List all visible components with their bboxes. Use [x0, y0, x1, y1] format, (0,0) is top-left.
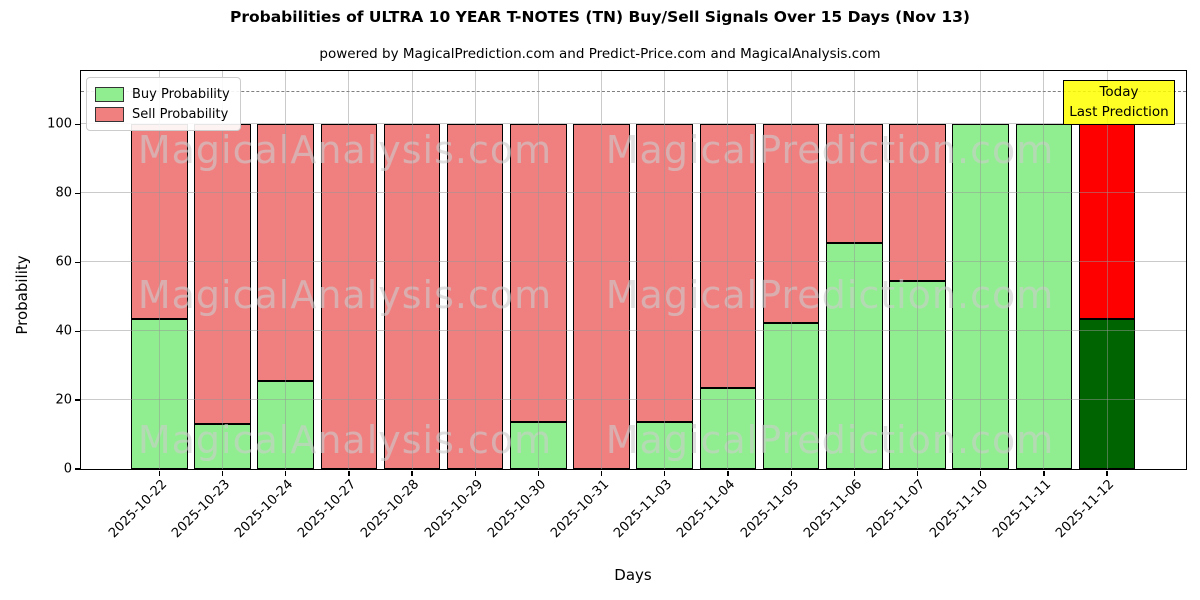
h-gridline-60 [81, 261, 1186, 263]
y-tick-40 [75, 330, 81, 332]
annotation-line-2: Last Prediction [1069, 103, 1169, 120]
v-gridline-2025-10-23 [221, 71, 223, 469]
h-gridline-20 [81, 399, 1186, 401]
x-tick-2025-10-24 [285, 470, 287, 476]
x-tick-label-2025-11-07: 2025-11-07 [864, 477, 929, 542]
watermark-right-0: MagicalPrediction.com [605, 128, 1055, 172]
buy-probability-swatch [95, 86, 124, 102]
v-gridline-2025-11-05 [790, 71, 792, 469]
plot-area: MagicalAnalysis.com MagicalPrediction.com… [80, 70, 1187, 470]
y-tick-label-80: 80 [55, 185, 72, 201]
threshold-dashed-line [81, 90, 1186, 92]
y-tick-label-100: 100 [47, 116, 72, 132]
v-gridline-2025-10-24 [285, 71, 287, 469]
chart-subtitle: powered by MagicalPrediction.com and Pre… [319, 46, 881, 62]
x-axis-label: Days [614, 566, 652, 584]
y-tick-60 [75, 261, 81, 263]
watermark-left-0: MagicalAnalysis.com [137, 128, 553, 172]
v-gridline-2025-11-11 [1043, 71, 1045, 469]
y-tick-label-0: 0 [63, 461, 72, 477]
x-tick-label-2025-10-23: 2025-10-23 [169, 477, 234, 542]
x-tick-2025-10-28 [411, 470, 413, 476]
v-gridline-2025-11-10 [980, 71, 982, 469]
x-tick-label-2025-11-04: 2025-11-04 [674, 477, 739, 542]
sell-probability-swatch [95, 106, 124, 122]
x-tick-2025-10-30 [537, 470, 540, 476]
x-tick-2025-10-23 [221, 470, 224, 476]
x-tick-label-2025-10-31: 2025-10-31 [548, 477, 613, 542]
x-tick-2025-11-12 [1106, 470, 1108, 476]
x-tick-2025-11-03 [664, 470, 666, 476]
x-tick-label-2025-10-24: 2025-10-24 [232, 477, 297, 542]
y-axis-label: Probability [13, 255, 31, 335]
x-tick-label-2025-11-06: 2025-11-06 [800, 477, 865, 542]
legend-label-buy: Buy Probability [132, 86, 230, 102]
x-tick-label-2025-10-27: 2025-10-27 [295, 477, 360, 542]
x-tick-2025-11-10 [980, 470, 982, 476]
v-gridline-2025-11-06 [853, 71, 855, 469]
v-gridline-2025-10-27 [348, 71, 350, 469]
legend-label-sell: Sell Probability [132, 106, 229, 122]
x-tick-label-2025-11-11: 2025-11-11 [990, 477, 1055, 542]
watermark-layer: MagicalAnalysis.com MagicalPrediction.com… [81, 71, 1186, 469]
x-tick-2025-10-27 [348, 470, 350, 476]
y-tick-label-40: 40 [55, 323, 72, 339]
h-gridline-40 [81, 330, 1186, 332]
v-gridline-2025-11-07 [916, 71, 918, 469]
y-tick-0 [75, 468, 81, 470]
watermark-right-1: MagicalPrediction.com [605, 273, 1055, 317]
x-tick-label-2025-10-28: 2025-10-28 [358, 477, 423, 542]
v-gridline-2025-10-31 [601, 71, 603, 469]
x-tick-label-2025-10-29: 2025-10-29 [421, 477, 486, 542]
y-tick-20 [75, 399, 81, 401]
y-tick-label-60: 60 [55, 254, 72, 270]
h-gridline-100 [81, 123, 1186, 125]
annotation-line-1: Today [1099, 84, 1139, 100]
x-tick-2025-10-22 [158, 470, 160, 476]
x-tick-label-2025-10-22: 2025-10-22 [105, 477, 170, 542]
legend: Buy Probability Sell Probability [86, 77, 241, 131]
x-tick-2025-10-31 [600, 470, 603, 476]
y-tick-label-20: 20 [55, 392, 72, 408]
legend-item-buy: Buy Probability [95, 84, 230, 104]
x-tick-label-2025-11-03: 2025-11-03 [611, 477, 676, 542]
watermark-left-2: MagicalAnalysis.com [137, 418, 553, 462]
x-tick-2025-11-11 [1043, 470, 1045, 476]
x-tick-label-2025-11-12: 2025-11-12 [1053, 477, 1118, 542]
x-tick-label-2025-10-30: 2025-10-30 [484, 477, 549, 542]
grid-layer [81, 71, 1186, 469]
x-tick-2025-11-05 [790, 470, 792, 476]
x-tick-2025-10-29 [474, 470, 476, 476]
v-gridline-2025-11-04 [727, 71, 729, 469]
x-tick-label-2025-11-05: 2025-11-05 [737, 477, 802, 542]
x-tick-2025-11-06 [853, 470, 855, 476]
v-gridline-2025-10-30 [537, 71, 539, 469]
v-gridline-2025-10-29 [474, 71, 476, 469]
v-gridline-2025-11-12 [1106, 71, 1108, 469]
x-tick-label-2025-11-10: 2025-11-10 [927, 477, 992, 542]
v-gridline-2025-10-28 [411, 71, 413, 469]
v-gridline-2025-10-22 [158, 71, 160, 469]
today-annotation: Today Last Prediction [1063, 80, 1175, 126]
x-tick-2025-11-04 [727, 470, 729, 476]
watermark-left-1: MagicalAnalysis.com [137, 273, 553, 317]
y-tick-100 [75, 123, 81, 126]
y-tick-80 [75, 192, 81, 195]
h-gridline-80 [81, 192, 1186, 194]
chart-title: Probabilities of ULTRA 10 YEAR T-NOTES (… [229, 8, 971, 26]
legend-item-sell: Sell Probability [95, 104, 230, 124]
watermark-right-2: MagicalPrediction.com [605, 418, 1055, 462]
x-tick-2025-11-07 [916, 470, 919, 476]
v-gridline-2025-11-03 [664, 71, 666, 469]
